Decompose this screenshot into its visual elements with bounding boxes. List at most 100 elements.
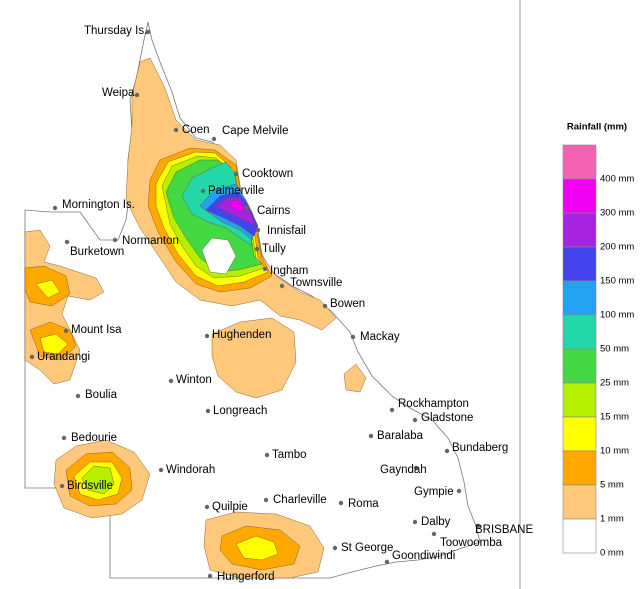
place-label: Rockhampton (398, 398, 469, 410)
legend-label: 200 mm (600, 242, 634, 253)
place-label: Tambo (272, 449, 307, 461)
place-label: Mackay (360, 331, 400, 343)
place-label: Coen (182, 124, 210, 136)
place-label: Innisfail (267, 225, 306, 237)
place-label: Toowoomba (440, 537, 503, 549)
place-dot (254, 246, 260, 252)
place-label: Baralaba (377, 430, 424, 442)
legend-label: 300 mm (600, 208, 634, 219)
place-label: BRISBANE (475, 524, 533, 536)
place-dot (279, 283, 285, 289)
place-label: Townsville (290, 277, 342, 289)
place-label: Urandangi (37, 351, 90, 363)
place-label: Goondiwindi (392, 550, 455, 562)
legend-swatch (562, 450, 597, 486)
place-dot (205, 408, 211, 414)
place-label: Bedourie (71, 432, 117, 444)
place-dot (29, 354, 35, 360)
place-label: Winton (176, 374, 212, 386)
place-label: Dalby (421, 516, 451, 528)
place-label: Roma (348, 498, 379, 510)
legend-swatch (562, 246, 597, 282)
place-dot (384, 559, 390, 565)
place-dot (244, 205, 250, 211)
place-dot (475, 523, 481, 529)
place-dot (204, 333, 210, 339)
place-label: Normanton (122, 235, 179, 247)
legend-swatch (562, 212, 597, 248)
legend-label: 50 mm (600, 344, 629, 355)
place-dot (75, 393, 81, 399)
place-label: Longreach (213, 405, 267, 417)
place-label: Gayndah (380, 464, 427, 476)
place-label: Quilpie (212, 501, 248, 513)
legend-swatch (562, 484, 597, 520)
place-label: Cairns (257, 205, 290, 217)
rainfall-shading (24, 57, 367, 579)
place-dot (264, 452, 270, 458)
legend-label: 150 mm (600, 276, 634, 287)
place-label: Thursday Is. (84, 25, 147, 37)
place-dot (145, 29, 151, 35)
legend-title: Rainfall (mm) (567, 122, 627, 133)
place-label: Palmerville (208, 185, 264, 197)
legend-swatch (562, 280, 597, 316)
place-dot (63, 328, 69, 334)
legend-swatch (562, 178, 597, 214)
place-dot (413, 465, 419, 471)
place-dot (112, 237, 118, 243)
place-label: Windorah (166, 464, 215, 476)
place-dot (412, 519, 418, 525)
place-label: Birdsville (67, 480, 113, 492)
place-label: Mornington Is. (62, 199, 135, 211)
place-dot (134, 92, 140, 98)
legend-label: 1 mm (600, 514, 624, 525)
place-dot (412, 417, 418, 423)
legend: Rainfall (mm) 400 mm 300 mm 200 mm 150 mm 10… (562, 122, 634, 559)
place-dot (332, 545, 338, 551)
legend-label: 0 mm (600, 548, 624, 559)
legend-swatch (562, 382, 597, 418)
legend-swatch (562, 348, 597, 384)
place-dot (456, 488, 462, 494)
place-dot (233, 171, 239, 177)
legend-label: 100 mm (600, 310, 634, 321)
place-label: Burketown (70, 246, 124, 258)
legend-label: 5 mm (600, 480, 624, 491)
legend-swatch (562, 144, 597, 180)
place-dot (173, 127, 179, 133)
place-dot (204, 504, 210, 510)
place-label: Gladstone (421, 412, 473, 424)
place-label: Gympie (414, 486, 454, 498)
legend-label: 15 mm (600, 412, 629, 423)
place-label: Weipa (102, 87, 135, 99)
place-label: St George (341, 542, 393, 554)
place-dot (52, 205, 58, 211)
place-label: Charleville (273, 494, 327, 506)
legend-label: 25 mm (600, 378, 629, 389)
legend-label: 10 mm (600, 446, 629, 457)
legend-swatch (562, 314, 597, 350)
place-dot (444, 448, 450, 454)
place-dot (64, 239, 70, 245)
legend-swatch (562, 416, 597, 452)
place-dot (211, 136, 217, 142)
place-dot (350, 334, 356, 340)
place-dot (61, 435, 67, 441)
legend-swatch (562, 518, 597, 554)
place-label: Hughenden (212, 329, 271, 341)
place-label: Bowen (330, 298, 365, 310)
place-label: Boulia (85, 389, 118, 401)
place-dot (59, 483, 65, 489)
place-label: Tully (262, 243, 286, 255)
place-label: Ingham (270, 265, 308, 277)
places: Thursday Is. Weipa Coen Cape Melvile Cooktow… (29, 25, 533, 583)
place-dot (168, 378, 174, 384)
place-dot (200, 188, 206, 194)
place-dot (263, 497, 269, 503)
place-label: Bundaberg (452, 442, 508, 454)
legend-label: 400 mm (600, 174, 634, 185)
place-label: Cooktown (242, 168, 293, 180)
place-dot (255, 227, 261, 233)
